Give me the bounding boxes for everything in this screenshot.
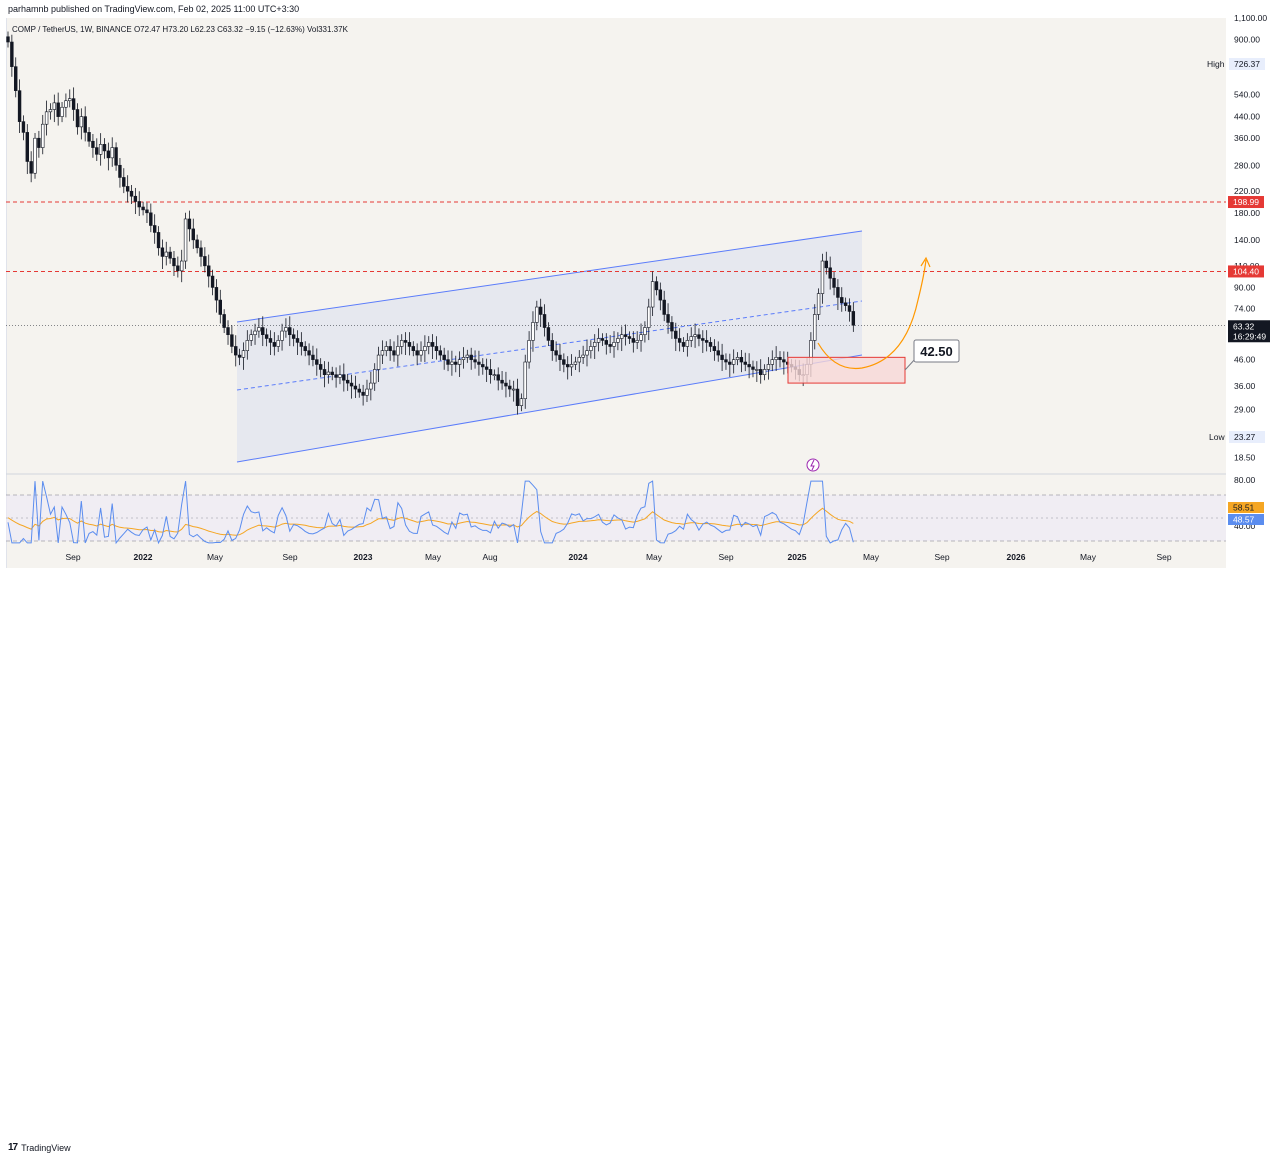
symbol-legend: COMP / TetherUS, 1W, BINANCE O72.47 H73.… [12,25,348,34]
footer: 17 TradingView [0,568,1280,1153]
tradingview-logo-icon: 17 [8,1142,18,1153]
top-bar: parhamnb published on TradingView.com, F… [0,0,1280,18]
brand-name: TradingView [21,1142,71,1153]
price-axis[interactable] [1226,18,1280,568]
tradingview-logo[interactable]: 17 TradingView [8,1142,71,1153]
chart-area[interactable] [6,18,1227,568]
published-info: parhamnb published on TradingView.com, F… [8,4,300,14]
